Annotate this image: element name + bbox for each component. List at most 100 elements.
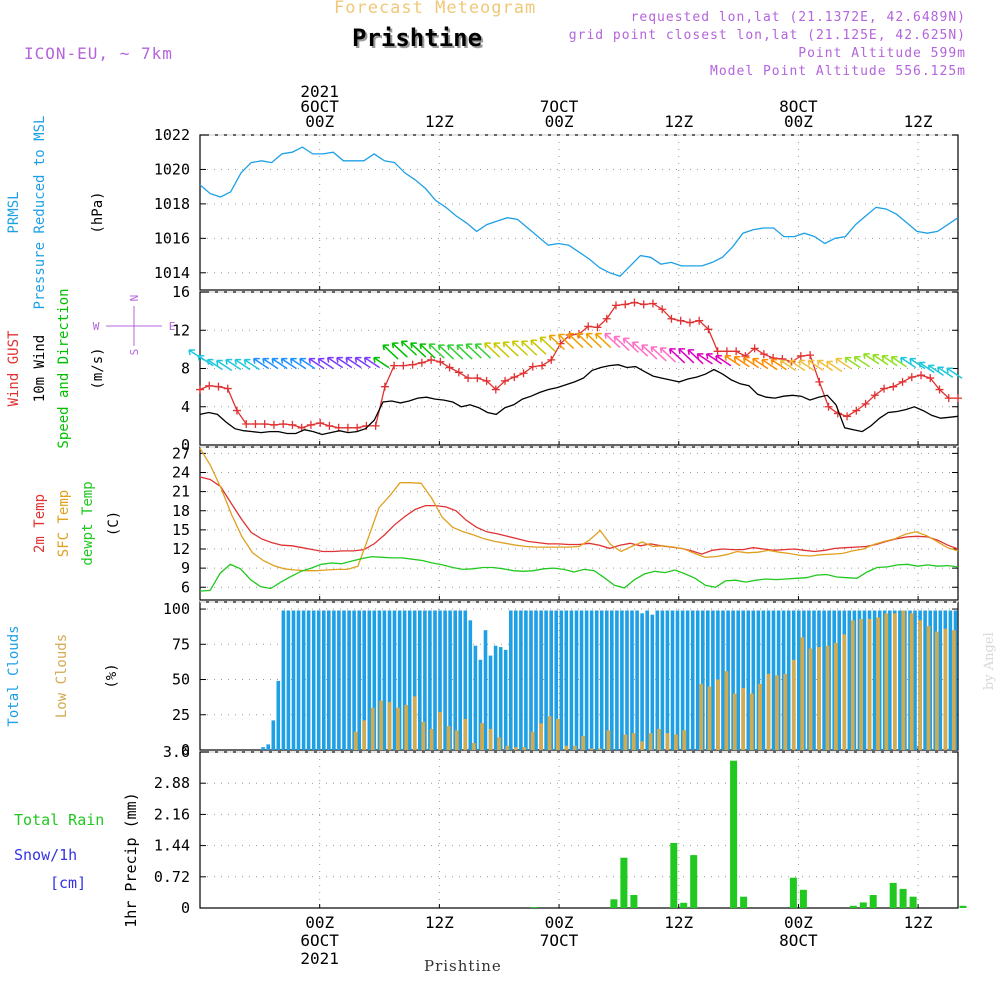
location-title-shadow: Prishtine xyxy=(354,26,485,54)
wind-arrow xyxy=(428,343,445,359)
gust-marker xyxy=(935,385,944,394)
gust-marker xyxy=(954,394,962,403)
bar-low-clouds xyxy=(387,702,392,750)
axis-label: 2m Temp xyxy=(32,494,48,553)
bar-total-clouds xyxy=(534,610,538,750)
wind-arrow xyxy=(400,340,418,356)
bar-total-clouds xyxy=(458,610,462,750)
wind-arrow xyxy=(613,335,630,352)
gust-marker xyxy=(630,298,639,307)
gust-marker xyxy=(621,300,630,309)
bar-precip xyxy=(959,905,967,908)
compass-w: W xyxy=(93,320,100,333)
bar-total-clouds xyxy=(291,610,296,750)
bar-low-clouds xyxy=(766,673,771,750)
bar-total-clouds xyxy=(296,610,301,750)
gust-marker xyxy=(325,421,334,430)
bar-low-clouds xyxy=(572,745,577,750)
bar-precip xyxy=(670,843,678,908)
bar-total-clouds xyxy=(473,645,478,750)
gust-marker xyxy=(602,314,611,323)
bar-low-clouds xyxy=(463,719,468,750)
wind-arrow xyxy=(197,355,214,367)
bar-low-clouds xyxy=(497,737,501,750)
top-time-label: 8OCT xyxy=(779,97,818,116)
wind-arrow xyxy=(752,357,769,370)
bar-total-clouds xyxy=(701,610,705,750)
bar-low-clouds xyxy=(909,613,914,750)
y-tick-label: 1016 xyxy=(154,229,190,247)
gust-marker xyxy=(713,347,722,356)
bar-total-clouds xyxy=(579,610,584,750)
bar-low-clouds xyxy=(901,610,906,750)
y-tick-label: 27 xyxy=(172,444,190,462)
model-altitude: Model Point Altitude 556.125m xyxy=(710,64,966,79)
bar-low-clouds xyxy=(741,688,746,750)
bar-total-clouds xyxy=(615,610,619,750)
gust-marker xyxy=(464,374,473,383)
y-tick-label: 1.44 xyxy=(154,837,190,855)
gust-marker xyxy=(380,382,389,391)
gust-marker xyxy=(427,355,436,364)
bar-total-clouds xyxy=(514,610,518,750)
bar-low-clouds xyxy=(631,733,636,750)
wind-arrow xyxy=(909,357,926,370)
top-time-label: 6OCT xyxy=(300,97,339,116)
gust-marker xyxy=(482,376,491,385)
wind-arrow xyxy=(484,342,501,358)
gust-marker xyxy=(870,391,879,400)
bar-total-clouds xyxy=(847,610,852,750)
wind-arrow xyxy=(678,348,695,364)
panel-5: 0 0.72 1.44 2.16 2.88 3.6 Total Rain Snow/1h [cm… xyxy=(14,743,967,928)
bar-total-clouds xyxy=(761,610,766,750)
y-tick-label: 1014 xyxy=(154,264,190,282)
bar-total-clouds xyxy=(544,610,548,750)
axis-label: Pressure Reduced to MSL xyxy=(32,116,48,310)
wind-arrow xyxy=(816,359,834,372)
axis-label: SFC Temp xyxy=(56,490,72,557)
bar-precip xyxy=(680,902,688,908)
bar-low-clouds xyxy=(867,618,872,750)
gust-marker xyxy=(796,352,805,361)
bar-low-clouds xyxy=(530,731,535,750)
wind-arrow xyxy=(733,355,750,368)
bar-total-clouds xyxy=(564,610,569,750)
bar-precip xyxy=(889,882,897,908)
panel-frame xyxy=(199,751,959,909)
bar-total-clouds xyxy=(655,610,660,750)
bar-low-clouds xyxy=(362,720,367,750)
bar-total-clouds xyxy=(453,610,457,750)
gust-marker xyxy=(547,355,556,364)
series-line-10m-wind xyxy=(199,364,959,436)
wind-arrow xyxy=(761,358,778,371)
bar-precip xyxy=(630,895,638,908)
bar-low-clouds xyxy=(606,730,611,750)
wind-arrow xyxy=(594,332,612,349)
bar-total-clouds xyxy=(625,610,629,750)
gust-marker xyxy=(491,385,500,394)
bar-total-clouds xyxy=(428,610,432,750)
bar-total-clouds xyxy=(594,610,599,750)
wind-arrow xyxy=(354,356,371,369)
bar-total-clouds xyxy=(392,610,397,750)
wind-arrow xyxy=(853,355,870,368)
y-tick-label: 12 xyxy=(172,540,190,558)
bar-total-clouds xyxy=(599,610,604,750)
bar-total-clouds xyxy=(509,610,513,750)
y-tick-label: 100 xyxy=(163,600,190,618)
wind-arrow xyxy=(280,357,297,370)
y-tick-label: 25 xyxy=(172,706,190,724)
wind-arrow xyxy=(511,340,529,356)
bar-total-clouds xyxy=(771,610,776,750)
wind-arrow xyxy=(890,355,907,368)
wind-arrow xyxy=(641,344,658,360)
bar-total-clouds xyxy=(276,680,281,750)
axis-label: (C) xyxy=(106,511,122,536)
label-snow-unit: [cm] xyxy=(50,874,86,892)
gust-marker xyxy=(343,423,352,432)
bar-low-clouds xyxy=(438,711,442,750)
gust-marker xyxy=(611,301,620,310)
location-title: Prishtine xyxy=(352,24,483,52)
bar-total-clouds xyxy=(620,610,624,750)
